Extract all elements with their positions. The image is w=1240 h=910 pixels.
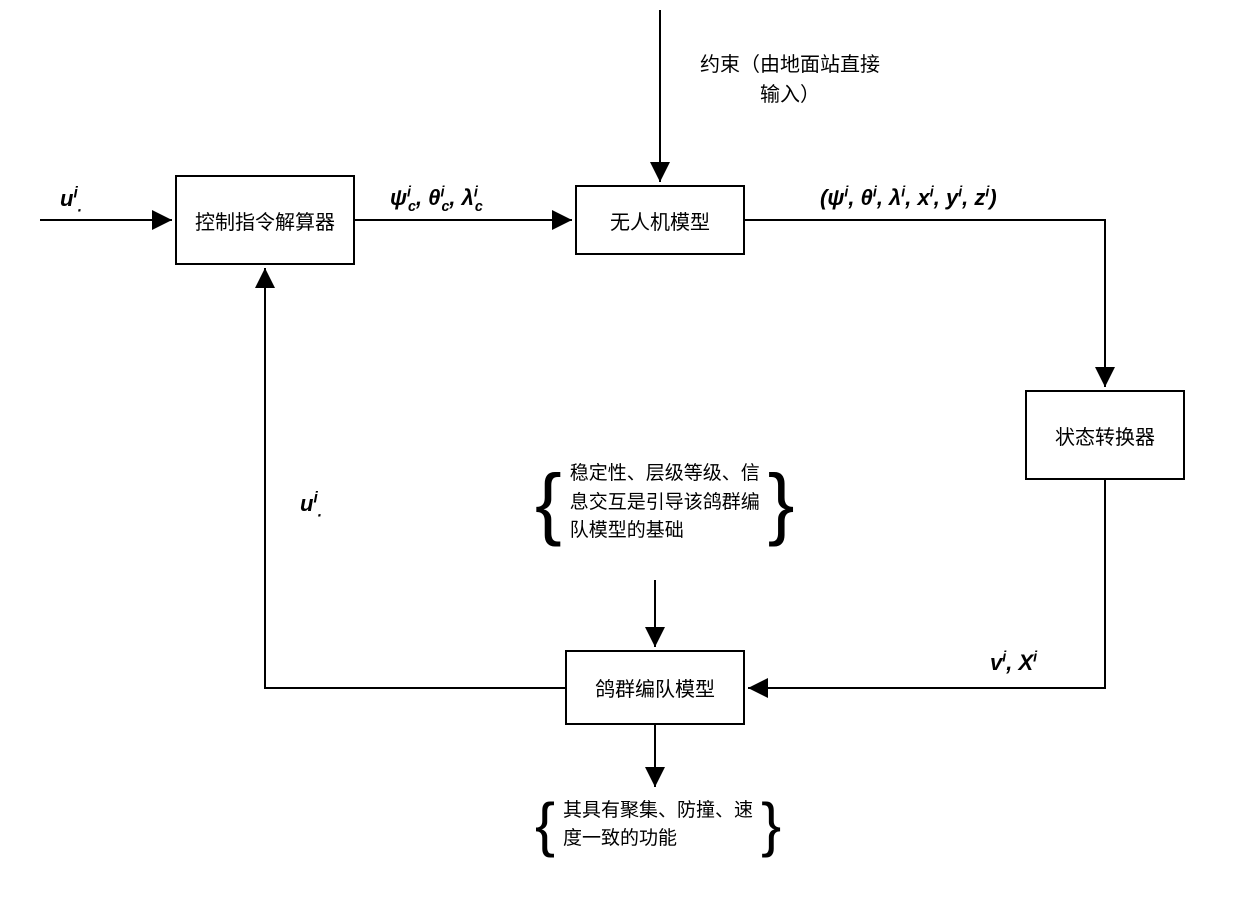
principle-bracket: { 稳定性、层级等级、信 息交互是引导该鸽群编 队模型的基础 } <box>535 460 794 546</box>
controller-box: 控制指令解算器 <box>175 175 355 265</box>
principle-line3: 队模型的基础 <box>570 517 760 546</box>
mid-signal-label: ψic, θic, λic <box>390 185 483 215</box>
constraint-line2: 输入） <box>700 80 880 110</box>
uav-model-box: 无人机模型 <box>575 185 745 255</box>
bracket-left-icon-2: { <box>535 795 555 855</box>
constraint-text: 约束（由地面站直接 输入） <box>700 50 880 110</box>
state-output-label: (ψi, θi, λi, xi, yi, zi) <box>820 185 997 211</box>
controller-label: 控制指令解算器 <box>195 206 335 235</box>
formation-model-label: 鸽群编队模型 <box>595 673 715 702</box>
uav-model-label: 无人机模型 <box>610 206 710 235</box>
input-u-label: ui. <box>60 185 82 217</box>
principle-line1: 稳定性、层级等级、信 <box>570 460 760 489</box>
bracket-left-icon: { <box>535 463 562 543</box>
state-converter-box: 状态转换器 <box>1025 390 1185 480</box>
formation-model-box: 鸽群编队模型 <box>565 650 745 725</box>
bracket-right-icon: } <box>768 463 795 543</box>
function-line1: 其具有聚集、防撞、速 <box>563 797 753 826</box>
constraint-line1: 约束（由地面站直接 <box>700 50 880 80</box>
function-line2: 度一致的功能 <box>563 825 753 854</box>
feedback-u-label: ui. <box>300 490 322 522</box>
state-converter-label: 状态转换器 <box>1055 421 1155 450</box>
bracket-right-icon-2: } <box>761 795 781 855</box>
principle-line2: 息交互是引导该鸽群编 <box>570 489 760 518</box>
function-bracket: { 其具有聚集、防撞、速 度一致的功能 } <box>535 795 781 855</box>
vx-signal-label: vi, Xi <box>990 650 1037 676</box>
